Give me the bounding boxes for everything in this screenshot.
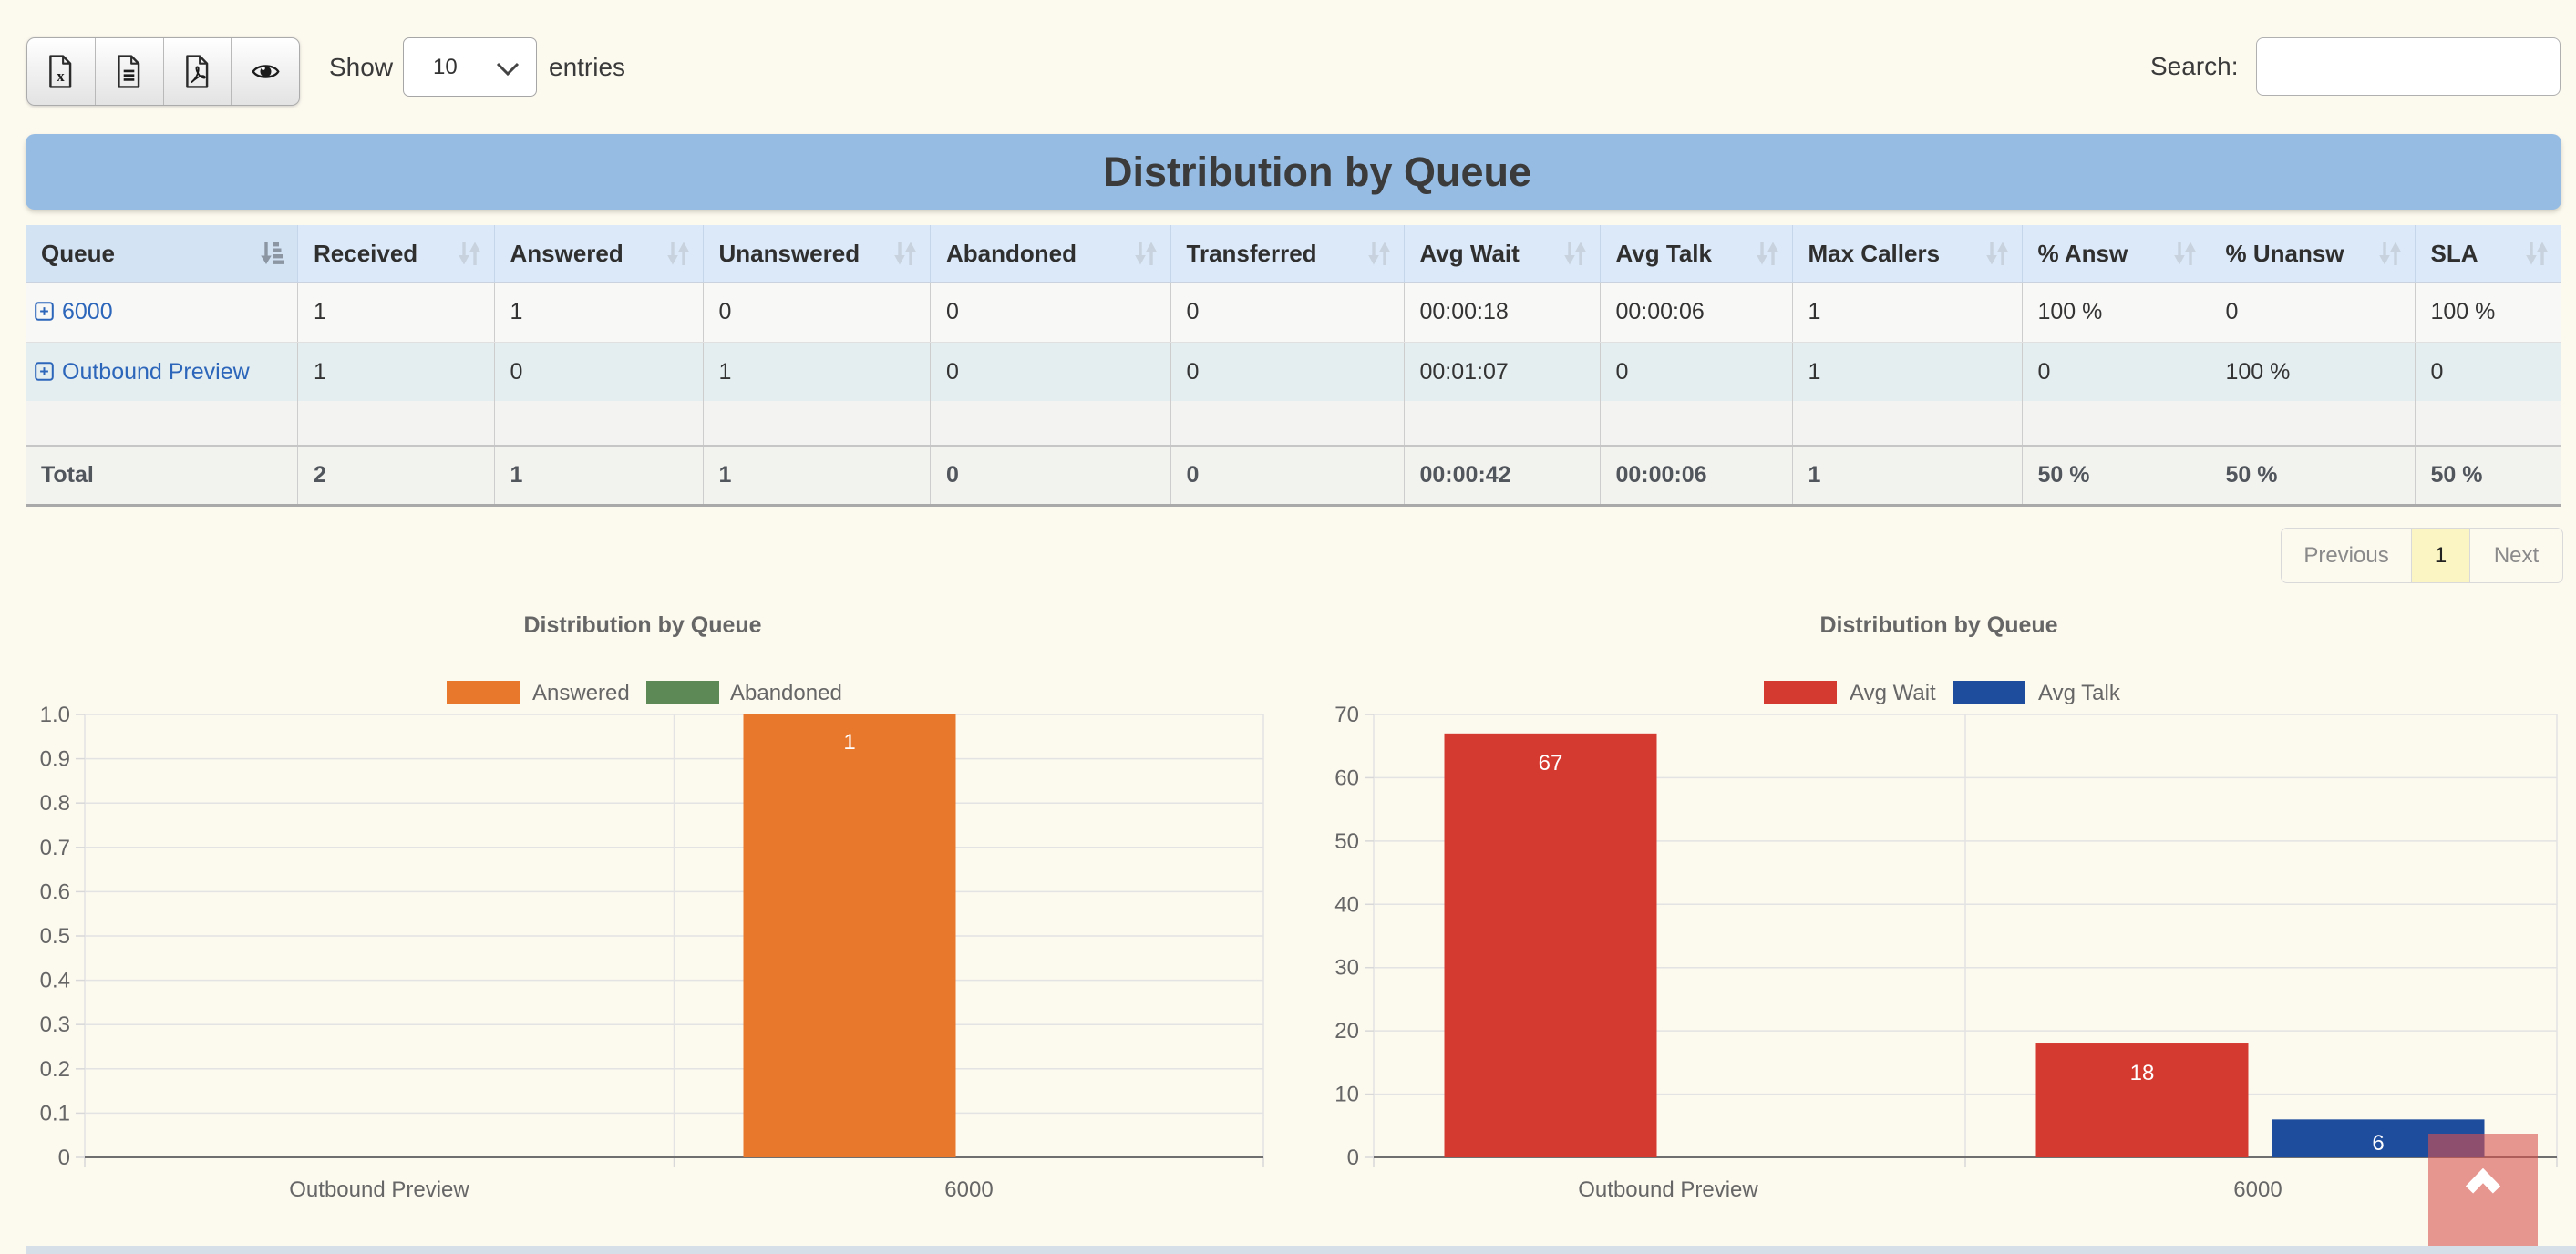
svg-text:6: 6 [2372,1131,2384,1156]
svg-text:Distribution by Queue: Distribution by Queue [1819,612,2057,638]
svg-text:60: 60 [1334,766,1359,790]
svg-text:0.5: 0.5 [40,924,70,949]
svg-text:Outbound Preview: Outbound Preview [289,1177,469,1202]
svg-text:Avg Wait: Avg Wait [1850,681,1936,705]
svg-text:0.3: 0.3 [40,1012,70,1037]
svg-text:0.6: 0.6 [40,879,70,904]
svg-text:6000: 6000 [944,1177,993,1202]
svg-text:Avg Talk: Avg Talk [2038,681,2121,705]
svg-text:0.7: 0.7 [40,836,70,860]
svg-text:6000: 6000 [2233,1177,2282,1202]
svg-text:1: 1 [843,730,855,755]
svg-text:18: 18 [2130,1061,2155,1085]
svg-text:Outbound Preview: Outbound Preview [1578,1177,1758,1202]
svg-text:10: 10 [1334,1083,1359,1107]
svg-text:40: 40 [1334,892,1359,917]
svg-text:70: 70 [1334,703,1359,727]
svg-text:30: 30 [1334,956,1359,981]
svg-text:Abandoned: Abandoned [730,681,842,705]
svg-text:x: x [57,67,66,85]
svg-text:0.8: 0.8 [40,791,70,816]
svg-text:67: 67 [1539,751,1563,776]
svg-text:20: 20 [1334,1019,1359,1043]
svg-text:Answered: Answered [532,681,630,705]
svg-text:0.2: 0.2 [40,1057,70,1082]
svg-text:0.4: 0.4 [40,969,70,993]
svg-text:0.1: 0.1 [40,1101,70,1126]
svg-text:0.9: 0.9 [40,747,70,772]
svg-text:50: 50 [1334,829,1359,854]
svg-text:1.0: 1.0 [40,703,70,727]
svg-text:0: 0 [1347,1146,1359,1170]
svg-text:0: 0 [58,1146,70,1170]
svg-text:Distribution by Queue: Distribution by Queue [523,612,761,638]
